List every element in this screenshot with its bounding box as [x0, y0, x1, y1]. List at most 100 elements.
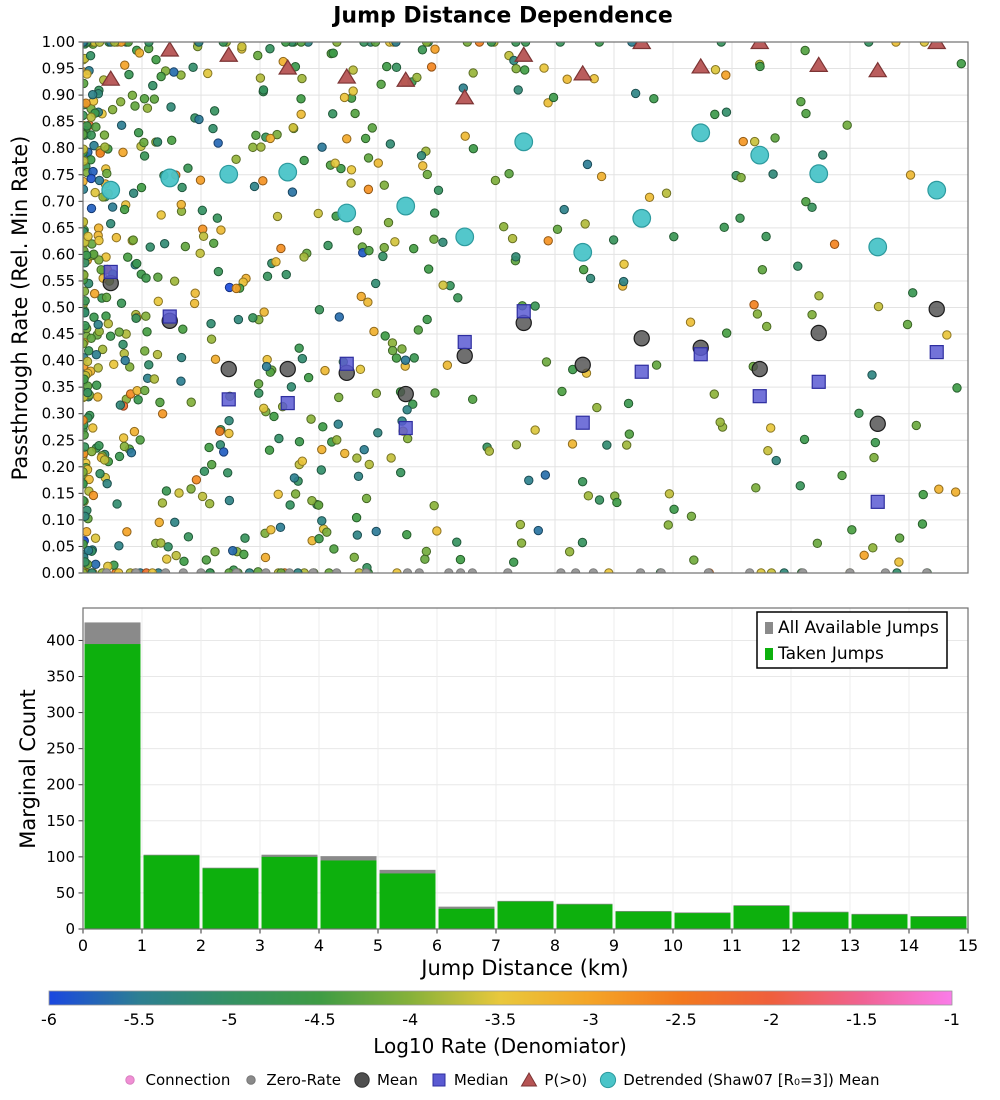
scatter-point: [952, 383, 962, 393]
scatter-point: [484, 446, 495, 456]
scatter-point: [111, 232, 122, 243]
scatter-point: [452, 537, 462, 547]
scatter-point: [516, 538, 527, 548]
scatter-ytick-label: 0.65: [42, 219, 75, 237]
scatter-point: [296, 94, 306, 104]
scatter-point: [580, 219, 590, 229]
scatter-point: [557, 386, 567, 397]
scatter-point: [115, 400, 126, 410]
scatter-point: [585, 273, 596, 284]
scatter-point: [868, 543, 878, 553]
p0-marker: [514, 46, 534, 62]
scatter-point: [391, 62, 402, 73]
scatter-point: [548, 92, 559, 103]
scatter-point: [197, 205, 208, 216]
scatter-point: [183, 532, 194, 542]
scatter-point: [83, 356, 93, 367]
scatter-point: [265, 133, 276, 144]
scatter-point: [189, 298, 200, 309]
scatter-point: [859, 550, 869, 560]
scatter-point: [902, 319, 913, 330]
scatter-point: [382, 61, 392, 72]
scatter-point: [402, 433, 413, 444]
hist-xtick-label: 9: [609, 936, 619, 955]
scatter-point: [317, 516, 327, 526]
scatter-point: [524, 475, 534, 486]
scatter-point: [530, 425, 540, 435]
scatter-point: [583, 491, 594, 501]
scatter-point: [152, 349, 163, 360]
colorbar-tick-label: -5.5: [124, 1010, 155, 1029]
mean-marker: [397, 385, 414, 403]
legend-item-label: P(>0): [544, 1071, 588, 1089]
scatter-point: [167, 135, 177, 146]
scatter-point: [195, 248, 205, 259]
scatter-point: [421, 42, 432, 47]
scatter-point: [371, 388, 382, 399]
scatter-point: [249, 181, 260, 192]
hist-ytick-label: 200: [46, 776, 75, 794]
scatter-point: [206, 459, 217, 470]
scatter-point: [87, 446, 97, 457]
scatter-ytick-label: 0.00: [42, 564, 75, 582]
mean-marker: [928, 300, 945, 318]
scatter-point: [330, 158, 340, 168]
median-marker: [280, 395, 295, 411]
scatter-point: [88, 423, 98, 433]
scatter-point: [93, 363, 103, 373]
scatter-point: [149, 374, 160, 384]
scatter-point: [194, 42, 204, 47]
scatter-point: [812, 538, 823, 549]
scatter-point: [710, 109, 720, 120]
p0-marker: [396, 71, 416, 87]
scatter-point: [129, 426, 140, 437]
scatter-ytick-label: 0.20: [42, 458, 75, 476]
scatter-point: [103, 319, 113, 329]
scatter-point: [224, 495, 235, 506]
hist-bar-taken: [674, 913, 731, 929]
detrended-marker: [750, 145, 770, 165]
scatter-point: [290, 489, 301, 499]
scatter-point: [114, 451, 125, 462]
scatter-point: [352, 225, 363, 236]
scatter-point: [763, 446, 773, 456]
scatter-point: [256, 142, 266, 152]
scatter-point: [259, 307, 269, 317]
colorbar-tick-label: -5: [222, 1010, 238, 1029]
scatter-point: [86, 203, 97, 214]
scatter-point: [391, 42, 401, 47]
scatter-point: [807, 310, 817, 320]
hist-bar-taken: [320, 860, 377, 929]
scatter-point: [329, 544, 339, 554]
scatter-point: [280, 42, 291, 47]
legend-item-label: Mean: [376, 1071, 418, 1089]
legend-item-label: Connection: [145, 1071, 231, 1089]
scatter-point: [94, 440, 104, 451]
scatter-point: [543, 236, 553, 246]
legend-item: Connection: [120, 1071, 230, 1089]
scatter-point: [216, 225, 226, 235]
scatter-point: [299, 155, 309, 166]
scatter-point: [422, 169, 432, 180]
scatter-point: [83, 320, 90, 331]
scatter-point: [101, 292, 112, 303]
scatter-point: [123, 42, 133, 47]
scatter-point: [346, 178, 356, 188]
scatter-point: [134, 48, 145, 58]
scatter-point: [467, 394, 478, 405]
scatter-point: [114, 541, 124, 551]
chart-title: Jump Distance Dependence: [333, 3, 673, 29]
scatter-point: [736, 172, 746, 183]
scatter-point: [799, 434, 810, 445]
scatter-point: [618, 276, 629, 287]
mean-marker: [220, 360, 237, 378]
scatter-ytick-label: 0.70: [42, 192, 75, 210]
hist-bar-taken: [497, 901, 554, 929]
scatter-point: [248, 313, 258, 323]
scatter-point: [83, 231, 93, 242]
scatter-point: [102, 478, 112, 489]
scatter-point: [85, 51, 96, 61]
scatter-point: [322, 527, 332, 537]
p0-marker: [278, 58, 298, 75]
